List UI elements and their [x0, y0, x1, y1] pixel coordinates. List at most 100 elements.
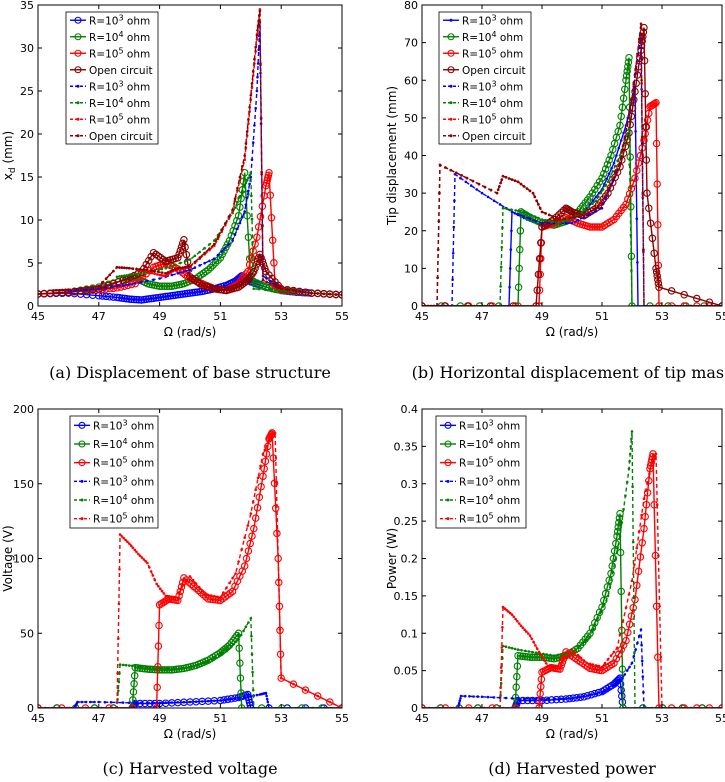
series-point: [622, 507, 625, 511]
series-point: [516, 180, 520, 184]
series-marker: [206, 263, 215, 272]
series-point: [131, 273, 135, 276]
series-marker: [261, 264, 269, 272]
series-point: [275, 480, 278, 484]
series-point: [210, 594, 213, 597]
series-point: [552, 654, 556, 657]
series-point: [531, 650, 534, 654]
legend-marker: [76, 117, 80, 121]
series-point: [233, 233, 237, 237]
series-marker: [244, 547, 253, 555]
series-marker: [242, 190, 250, 198]
series-point: [564, 221, 568, 225]
series-point: [155, 582, 158, 586]
series-point: [644, 489, 648, 492]
legend-label: R=104 ohm: [459, 493, 520, 507]
series-point: [604, 194, 607, 198]
series-point: [123, 266, 126, 270]
series-marker: [537, 682, 545, 691]
legend-label: R=104 ohm: [462, 30, 523, 44]
series-point: [256, 476, 260, 480]
series-point: [540, 218, 544, 221]
series-point: [120, 266, 124, 269]
series-marker: [557, 695, 565, 704]
series-point: [646, 481, 649, 484]
series-marker: [260, 465, 268, 473]
series-point: [528, 189, 532, 193]
series-marker: [209, 261, 217, 269]
legend: R=103 ohm R=104 ohm R=105 ohm Open circuit R…: [65, 11, 159, 145]
series-marker: [651, 99, 659, 108]
series-marker: [639, 32, 647, 41]
legend-label: R=103 ohm: [89, 13, 150, 27]
series-point: [444, 166, 447, 169]
series-point: [134, 282, 137, 285]
series-point: [146, 561, 149, 565]
series-point: [224, 222, 227, 225]
series-marker: [177, 243, 186, 251]
series-point: [649, 464, 653, 468]
series-point: [261, 452, 265, 456]
x-tick-label: 49: [153, 310, 167, 323]
legend-marker: [447, 33, 455, 41]
chart-caption: (b) Horizontal displacement of tip mass: [412, 363, 725, 382]
series-point: [600, 665, 604, 669]
series-point: [528, 217, 532, 220]
series-point: [196, 663, 199, 667]
legend-label: R=104 ohm: [93, 493, 154, 507]
series-point: [591, 199, 595, 202]
series-point: [623, 673, 627, 676]
series-point: [483, 185, 487, 189]
series-point: [231, 208, 234, 211]
series-point: [437, 220, 441, 223]
series-point: [250, 82, 254, 85]
series-point: [170, 667, 174, 671]
series-point: [519, 182, 523, 186]
series-point: [164, 266, 167, 270]
series-point: [191, 578, 195, 582]
series-point: [160, 267, 164, 271]
series-point: [250, 652, 254, 656]
series-marker: [133, 664, 142, 672]
legend-label: R=105 ohm: [459, 456, 520, 470]
series-point: [279, 676, 283, 680]
series-point: [135, 550, 138, 554]
series-point: [176, 272, 180, 275]
series-point: [528, 634, 532, 637]
x-tick-label: 49: [535, 712, 549, 725]
y-axis-label: Power (W): [385, 528, 399, 589]
series-marker: [234, 629, 243, 638]
series-point: [263, 288, 267, 291]
series-line-2: [422, 513, 722, 708]
legend-label: Open circuit: [462, 65, 526, 77]
series-point: [137, 552, 140, 556]
series-point: [657, 554, 660, 557]
series-point: [245, 179, 249, 182]
series-point: [142, 271, 146, 275]
series-point: [316, 694, 320, 698]
series-marker: [147, 294, 155, 303]
series-point: [221, 652, 225, 655]
series-marker: [636, 151, 645, 160]
series-point: [164, 272, 167, 275]
series-point: [639, 628, 643, 631]
series-point: [237, 637, 240, 641]
series-point: [508, 611, 512, 615]
x-tick-label: 53: [655, 712, 669, 725]
series-point: [247, 122, 250, 125]
series-point: [634, 648, 637, 651]
series-point: [588, 203, 592, 206]
series-point: [616, 546, 619, 550]
series-point: [601, 188, 605, 191]
x-axis-label: Ω (rad/s): [164, 325, 217, 339]
series-point: [252, 287, 256, 291]
series-marker: [181, 243, 189, 251]
series-point: [243, 210, 246, 213]
series-point: [120, 274, 124, 278]
legend-label: R=105 ohm: [89, 112, 150, 126]
series-marker: [270, 479, 279, 487]
series-point: [140, 280, 143, 284]
series-point: [605, 177, 609, 181]
series-point: [228, 581, 231, 585]
series-marker: [141, 665, 149, 673]
